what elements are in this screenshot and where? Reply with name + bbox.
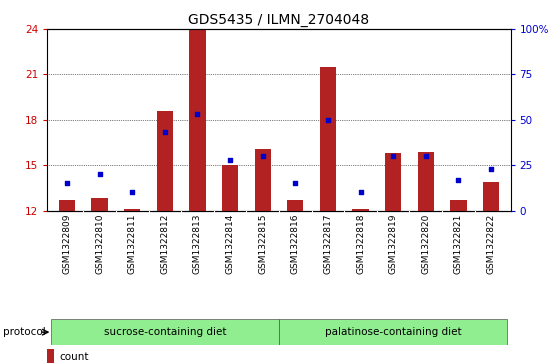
Text: GSM1322815: GSM1322815 xyxy=(258,214,267,274)
Text: palatinose-containing diet: palatinose-containing diet xyxy=(325,327,461,337)
Text: GSM1322812: GSM1322812 xyxy=(160,214,169,274)
Bar xyxy=(353,209,369,211)
Text: GSM1322818: GSM1322818 xyxy=(356,214,365,274)
Point xyxy=(160,130,169,135)
Bar xyxy=(124,209,141,211)
Bar xyxy=(222,165,238,211)
Bar xyxy=(157,111,173,211)
Point xyxy=(291,180,300,186)
Point xyxy=(62,180,71,186)
Point xyxy=(258,153,267,159)
Text: GSM1322813: GSM1322813 xyxy=(193,214,202,274)
Bar xyxy=(254,148,271,211)
Text: count: count xyxy=(59,352,89,362)
Text: GSM1322810: GSM1322810 xyxy=(95,214,104,274)
Bar xyxy=(279,319,507,345)
Point xyxy=(389,153,398,159)
Text: GSM1322814: GSM1322814 xyxy=(225,214,234,274)
Text: sucrose-containing diet: sucrose-containing diet xyxy=(104,327,226,337)
Bar xyxy=(483,182,499,211)
Bar xyxy=(47,349,54,363)
Point xyxy=(193,111,202,117)
Point xyxy=(454,177,463,183)
Text: GSM1322819: GSM1322819 xyxy=(389,214,398,274)
Text: GSM1322820: GSM1322820 xyxy=(421,214,430,274)
Text: GSM1322821: GSM1322821 xyxy=(454,214,463,274)
Point xyxy=(487,166,496,172)
Point xyxy=(324,117,333,123)
Title: GDS5435 / ILMN_2704048: GDS5435 / ILMN_2704048 xyxy=(189,13,369,26)
Bar xyxy=(385,153,401,211)
Point xyxy=(356,189,365,195)
Point xyxy=(225,157,234,163)
Text: GSM1322811: GSM1322811 xyxy=(128,214,137,274)
Text: GSM1322809: GSM1322809 xyxy=(62,214,71,274)
Bar xyxy=(287,200,304,211)
Text: protocol: protocol xyxy=(3,327,46,337)
Text: GSM1322817: GSM1322817 xyxy=(324,214,333,274)
Text: GSM1322822: GSM1322822 xyxy=(487,214,496,274)
Bar xyxy=(92,199,108,211)
Bar xyxy=(450,200,466,211)
Point xyxy=(128,189,137,195)
Bar xyxy=(189,29,205,211)
Bar xyxy=(51,319,279,345)
Text: GSM1322816: GSM1322816 xyxy=(291,214,300,274)
Point xyxy=(421,153,430,159)
Point xyxy=(95,171,104,177)
Bar xyxy=(417,152,434,211)
Bar xyxy=(59,200,75,211)
Bar xyxy=(320,67,336,211)
